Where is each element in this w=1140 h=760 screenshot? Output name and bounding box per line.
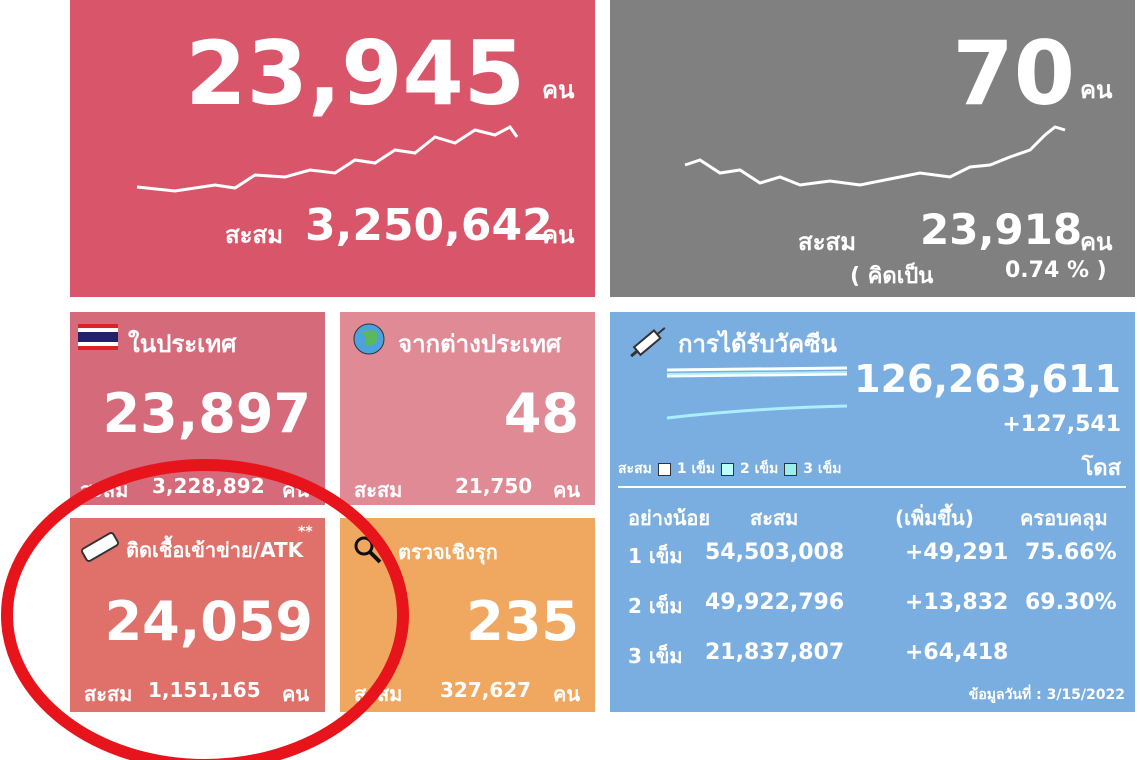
cases-value: 23,945 [185,22,525,125]
atk-icon [81,532,119,562]
legend-entry: 1 เข็ม [676,461,716,477]
table-cell: 3 เข็ม [628,644,683,668]
table-header: สะสม [750,506,799,530]
note: ** [298,524,313,540]
cumulative: 1,151,165 [148,678,261,702]
vaccine-table: อย่างน้อย สะสม (เพิ่มขึ้น) ครอบคลุม 1 เข็ม 54… [610,502,1135,682]
table-cell: +64,418 [905,640,1009,665]
legend: สะสม 1 เข็ม 2 เข็ม 3 เข็ม [618,458,841,480]
vaccine-total: 126,263,611 [854,357,1121,401]
cumulative: 3,250,642 [305,200,553,251]
sparkline [684,125,1066,187]
cumulative-label: สะสม [84,682,133,706]
table-header: (เพิ่มขึ้น) [895,506,974,530]
tile-title: ตรวจเชิงรุก [398,540,498,564]
divider [618,486,1126,488]
tile: จากต่างประเทศ 48 สะสม 21,750 คน [340,312,595,505]
flag-icon [78,324,118,350]
cumulative-label: สะสม [225,221,284,249]
tile-value: 23,897 [102,382,311,445]
vaccine-increase: +127,541 [1002,412,1121,437]
table-header: ครอบคลุม [1020,506,1108,530]
table-cell: 75.66% [1025,540,1117,565]
table-cell: 21,837,807 [705,640,845,665]
vaccine-title: การได้รับวัคซีน [678,330,837,358]
tile-title: ติดเชื้อเข้าข่าย/ATK [126,538,304,562]
legend-swatch [784,462,798,476]
highlight-circle [1,459,409,760]
vaccine-unit: โดส [1081,456,1121,481]
unit: คน [1080,228,1113,256]
cases-tile: 23,945 คน สะสม 3,250,642 คน [70,0,595,297]
footer: ข้อมูลวันที่ : 3/15/2022 [968,687,1125,703]
cumulative-label: สะสม [354,478,403,502]
unit: คน [553,478,581,502]
cumulative-label: สะสม [798,228,857,256]
cumulative: 3,228,892 [152,474,265,498]
vaccine-panel: การได้รับวัคซีน 126,263,611 +127,541 โดส… [610,312,1135,712]
table-cell: 54,503,008 [705,540,845,565]
unit: คน [542,76,575,104]
tile-value: 235 [466,590,579,653]
ratio: 0.74 % ) [1005,258,1107,283]
unit: คน [542,221,575,249]
table-header: อย่างน้อย [628,506,711,530]
tile-title: ในประเทศ [128,330,237,358]
globe-icon [353,323,385,355]
table-cell: +13,832 [905,590,1009,615]
table-cell: 69.30% [1025,590,1117,615]
ratio-label: ( คิดเป็น [850,264,934,289]
unit: คน [1080,76,1113,104]
table-cell: +49,291 [905,540,1009,565]
search-icon [354,536,382,564]
unit: คน [553,682,581,706]
tile-title: จากต่างประเทศ [398,330,562,358]
legend-entry: 2 เข็ม [740,461,779,477]
syringe-icon [630,327,666,358]
cumulative: 21,750 [455,474,533,498]
cumulative: 327,627 [440,678,532,702]
table-cell: 2 เข็ม [628,594,683,618]
deaths-value: 70 [952,22,1075,125]
deaths-tile: 70 คน สะสม 23,918 คน ( คิดเป็น 0.74 % ) [610,0,1135,297]
unit: คน [282,682,310,706]
sparkline [666,366,848,420]
table-cell: 1 เข็ม [628,544,683,568]
legend-label: สะสม [618,461,652,477]
legend-swatch [721,462,735,476]
table-cell: 49,922,796 [705,590,845,615]
tile-value: 24,059 [104,590,313,653]
legend-swatch [657,462,671,476]
legend-entry: 3 เข็ม [803,461,842,477]
cumulative: 23,918 [920,205,1083,254]
sparkline [136,125,519,193]
tile-value: 48 [503,382,579,445]
tile: ติดเชื้อเข้าข่าย/ATK ** 24,059 สะสม 1,15… [70,518,325,712]
